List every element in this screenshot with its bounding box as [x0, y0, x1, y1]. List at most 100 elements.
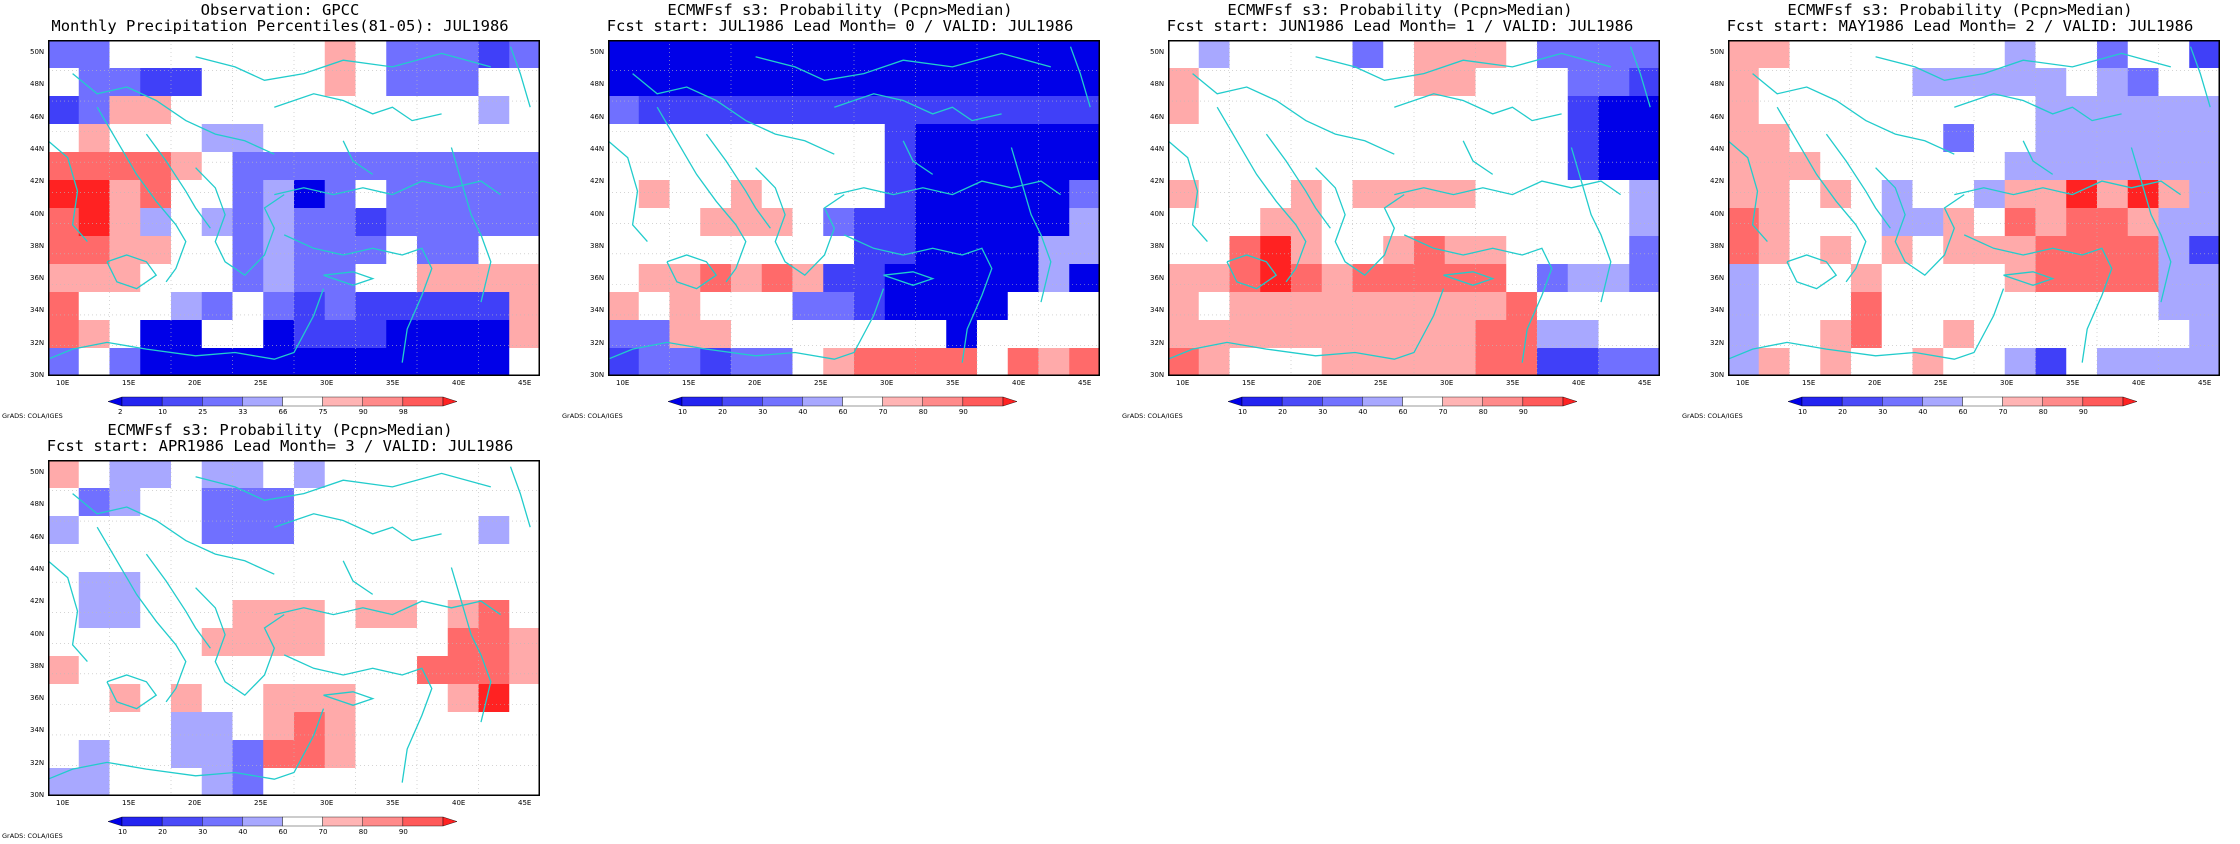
grid-cell	[1943, 68, 1975, 97]
grid-cell	[1168, 40, 1200, 69]
lon-tick-label: 30E	[880, 379, 894, 387]
grid-cell	[638, 348, 670, 376]
grid-cell	[884, 320, 916, 349]
grid-cell	[2127, 320, 2159, 349]
grid-cell	[263, 124, 295, 153]
grid-cell	[1007, 348, 1039, 376]
grid-cell	[1291, 180, 1323, 209]
grid-cell	[2189, 68, 2220, 97]
coastline	[843, 234, 993, 363]
lon-tick-label: 45E	[518, 379, 532, 387]
grid-cell	[324, 320, 356, 349]
grid-cell	[386, 292, 418, 321]
coastline	[274, 180, 501, 196]
lon-tick-label: 15E	[682, 379, 696, 387]
grid-cell	[140, 712, 172, 741]
coastline	[1216, 106, 1307, 283]
grid-cell	[386, 516, 418, 545]
grid-cell	[1168, 180, 1200, 209]
grid-cell	[2127, 236, 2159, 265]
grid-cell	[1414, 264, 1446, 293]
grid-cell	[263, 96, 295, 125]
colorbar-arrow-high	[1002, 396, 1018, 407]
lat-tick-label: 48N	[1150, 80, 1165, 89]
panel-title: Observation: GPCC	[200, 1, 360, 19]
map-panel: ECMWFsf s3: Probability (Pcpn>Median) Fcs…	[0, 420, 560, 840]
grid-cell	[1229, 236, 1261, 265]
grid-cell	[509, 516, 540, 545]
lat-tick-label: 36N	[30, 274, 45, 283]
colorbar-tick-label: 20	[1838, 408, 1848, 416]
grid-cell	[78, 348, 110, 376]
grid-cell	[201, 292, 233, 321]
grid-cell	[109, 712, 141, 741]
colorbar-box	[1362, 396, 1403, 407]
colorbar-arrow-low	[667, 396, 683, 407]
colorbar-box	[121, 816, 163, 827]
grid-cell	[232, 96, 264, 125]
grid-cell	[2066, 264, 2098, 293]
coastline	[195, 52, 491, 81]
grid-cell	[201, 768, 233, 796]
grid-cell	[109, 68, 141, 97]
grid-cell	[1069, 320, 1100, 349]
grid-cell	[1598, 96, 1630, 125]
grid-cell	[1291, 292, 1323, 321]
coastline	[834, 93, 1002, 122]
grid-cell	[355, 544, 387, 573]
grid-cell	[1069, 348, 1100, 376]
lon-tick-label: 30E	[1440, 379, 1454, 387]
colorbar-box	[242, 396, 283, 407]
colorbar-box	[2082, 396, 2124, 407]
grid-cell	[232, 600, 264, 629]
grid-cell	[1038, 96, 1070, 125]
grid-cell	[1881, 96, 1913, 125]
grid-cell	[700, 264, 732, 293]
grid-cell	[171, 628, 203, 657]
grid-cell	[78, 628, 110, 657]
grid-cell	[1444, 236, 1476, 265]
grid-cell	[1383, 348, 1415, 376]
grid-cell	[48, 488, 80, 517]
grid-cell	[263, 292, 295, 321]
map-svg	[608, 40, 1100, 376]
grid-cell	[1383, 152, 1415, 181]
grid-cell	[2035, 320, 2067, 349]
grid-cell	[1728, 292, 1760, 321]
grid-cell	[792, 152, 824, 181]
coastline	[1010, 147, 1052, 303]
grid-cell	[1943, 96, 1975, 125]
grid-cell	[417, 152, 449, 181]
grid-cell	[2066, 152, 2098, 181]
grid-cell	[478, 572, 510, 601]
grid-cell	[946, 124, 978, 153]
lat-tick-label: 38N	[1710, 241, 1725, 250]
grid-cell	[509, 236, 540, 265]
grid-cell	[792, 320, 824, 349]
grid-cell	[2035, 68, 2067, 97]
grid-cell	[48, 180, 80, 209]
grid-cell	[1383, 292, 1415, 321]
lon-tick-label: 10E	[1176, 379, 1190, 387]
grid-cell	[608, 68, 640, 97]
grid-cell	[48, 264, 80, 293]
grid-cell	[232, 180, 264, 209]
grid-cell	[823, 208, 855, 237]
grid-cell	[977, 96, 1009, 125]
lat-tick-label: 32N	[1150, 338, 1165, 347]
grid-cell	[1069, 40, 1100, 69]
panel-title: ECMWFsf s3: Probability (Pcpn>Median)	[667, 1, 1013, 19]
grid-cell	[669, 124, 701, 153]
lat-tick-label: 48N	[1710, 80, 1725, 89]
grid-cell	[509, 460, 540, 489]
colorbar-box	[681, 396, 723, 407]
grid-cell	[1629, 320, 1660, 349]
grid-cell	[78, 236, 110, 265]
grid-cell	[171, 40, 203, 69]
grid-cell	[1974, 264, 2006, 293]
grid-cell	[171, 68, 203, 97]
grid-cell	[294, 768, 326, 796]
grid-cell	[1038, 180, 1070, 209]
grid-cell	[294, 572, 326, 601]
grid-cell	[171, 712, 203, 741]
